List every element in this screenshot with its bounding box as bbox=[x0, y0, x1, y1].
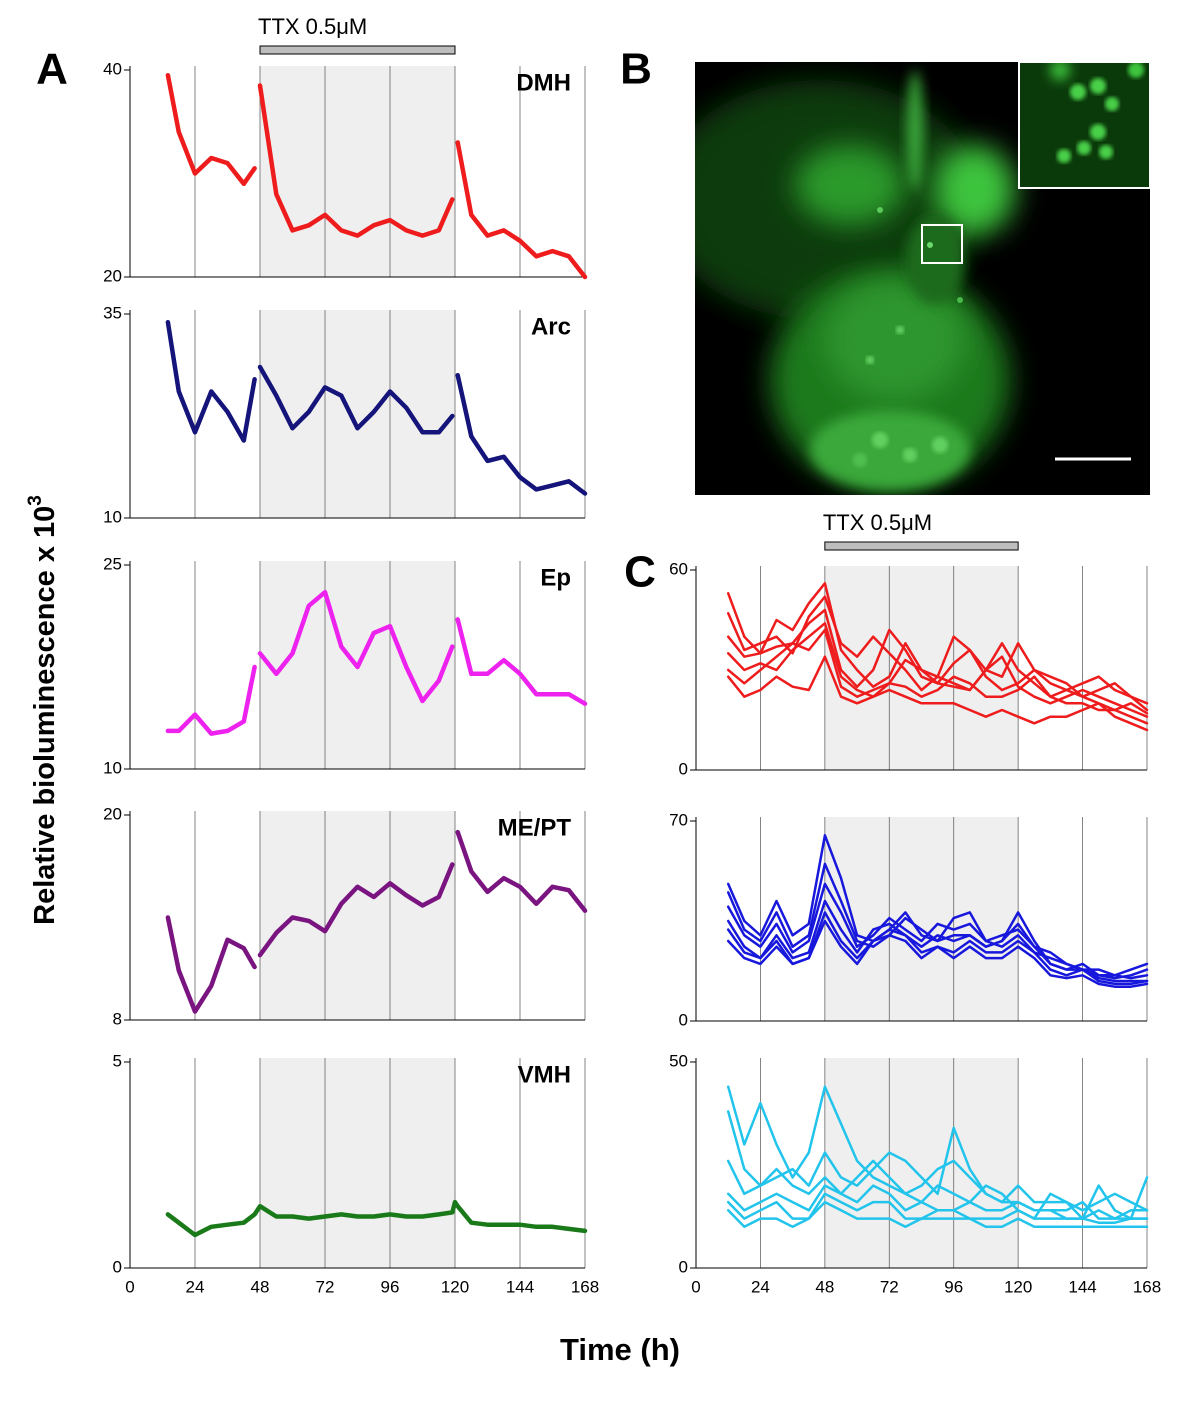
y-tick-label: 10 bbox=[103, 758, 122, 777]
shaded-region bbox=[824, 1058, 1019, 1268]
shaded-region bbox=[260, 66, 455, 277]
shaded-region bbox=[260, 811, 455, 1020]
x-tick-label: 96 bbox=[381, 1277, 400, 1296]
x-tick-label: 72 bbox=[880, 1277, 899, 1296]
data-line bbox=[726, 919, 1149, 988]
data-line bbox=[726, 1200, 1149, 1229]
shaded-region bbox=[824, 817, 1019, 1021]
y-tick-label: 70 bbox=[669, 810, 688, 829]
x-tick-label: 48 bbox=[815, 1277, 834, 1296]
shaded-region bbox=[260, 310, 455, 518]
chart-label: DMH bbox=[516, 69, 571, 96]
data-line bbox=[165, 589, 588, 736]
y-tick-label: 20 bbox=[103, 804, 122, 823]
y-tick-label: 60 bbox=[669, 559, 688, 578]
data-line bbox=[165, 829, 588, 1014]
chart-label: Ep bbox=[540, 564, 571, 591]
x-tick-label: 168 bbox=[571, 1277, 599, 1296]
y-axis-title-text: Relative bioluminescence x 10 bbox=[29, 506, 61, 925]
x-tick-label: 120 bbox=[441, 1277, 469, 1296]
data-line bbox=[726, 628, 1149, 725]
x-tick-label: 48 bbox=[251, 1277, 270, 1296]
treatment-label: TTX 0.5μM bbox=[258, 14, 367, 39]
x-tick-label: 144 bbox=[506, 1277, 534, 1296]
data-line bbox=[165, 319, 588, 496]
x-tick-label: 96 bbox=[944, 1277, 963, 1296]
inset-marker bbox=[921, 224, 963, 264]
y-tick-label: 0 bbox=[113, 1257, 122, 1276]
panel-label: B bbox=[620, 45, 652, 94]
inset bbox=[1019, 62, 1150, 188]
image-content bbox=[695, 70, 1015, 490]
x-tick-label: 120 bbox=[1004, 1277, 1032, 1296]
chart-label: VMH bbox=[518, 1061, 571, 1088]
treatment-label: TTX 0.5μM bbox=[823, 510, 932, 535]
data-line bbox=[726, 862, 1149, 980]
data-line bbox=[726, 1192, 1149, 1224]
x-tick-label: 24 bbox=[751, 1277, 770, 1296]
shaded-region bbox=[260, 1058, 455, 1268]
x-axis-title: Time (h) bbox=[560, 1332, 680, 1367]
y-tick-label: 5 bbox=[113, 1051, 122, 1070]
data-line bbox=[726, 1184, 1149, 1220]
y-tick-label: 10 bbox=[103, 507, 122, 526]
y-axis-title-exponent: 3 bbox=[25, 495, 46, 506]
data-line bbox=[726, 1159, 1149, 1212]
x-tick-label: 72 bbox=[316, 1277, 335, 1296]
y-tick-label: 20 bbox=[103, 266, 122, 285]
data-line bbox=[726, 899, 1149, 983]
data-line bbox=[165, 72, 588, 280]
x-tick-label: 0 bbox=[691, 1277, 700, 1296]
inset-frame bbox=[1018, 61, 1151, 189]
y-axis-title: Relative bioluminescence x 103 bbox=[25, 495, 61, 925]
chart-label: ME/PT bbox=[498, 814, 572, 841]
panel-label: C bbox=[624, 548, 656, 597]
x-tick-label: 168 bbox=[1133, 1277, 1161, 1296]
y-tick-label: 0 bbox=[679, 1257, 688, 1276]
y-tick-label: 35 bbox=[103, 303, 122, 322]
inset-content bbox=[1050, 62, 1144, 163]
treatment-bar bbox=[259, 45, 456, 55]
y-tick-label: 0 bbox=[679, 759, 688, 778]
y-tick-label: 8 bbox=[113, 1009, 122, 1028]
y-tick-label: 0 bbox=[679, 1010, 688, 1029]
x-tick-label: 0 bbox=[125, 1277, 134, 1296]
chart-label: Arc bbox=[531, 313, 571, 340]
panel-label: A bbox=[36, 45, 68, 94]
x-tick-label: 24 bbox=[186, 1277, 205, 1296]
data-line bbox=[726, 882, 1149, 980]
micrograph bbox=[695, 61, 1151, 495]
y-tick-label: 40 bbox=[103, 59, 122, 78]
treatment-bar bbox=[824, 541, 1019, 551]
y-tick-label: 25 bbox=[103, 554, 122, 573]
y-tick-label: 50 bbox=[669, 1051, 688, 1070]
data-line bbox=[726, 655, 1149, 732]
x-tick-label: 144 bbox=[1068, 1277, 1096, 1296]
data-line bbox=[165, 1199, 588, 1238]
